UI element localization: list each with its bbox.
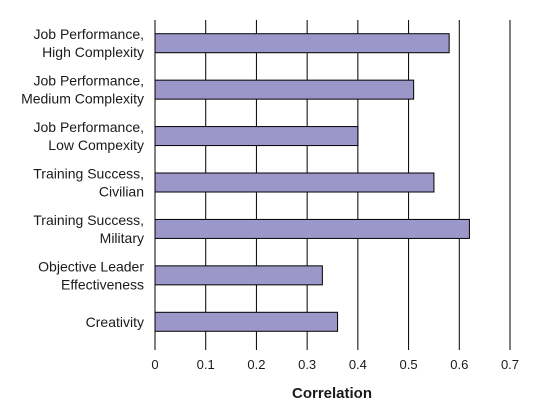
x-tick-label: 0.4 — [349, 357, 367, 372]
bar — [154, 172, 435, 193]
x-tick-labels: 0 0.1 0.2 0.3 0.4 0.5 0.6 0.7 — [151, 345, 519, 372]
x-tick-label: 0.5 — [400, 357, 418, 372]
x-tick-label: 0.1 — [197, 357, 215, 372]
category-label: Objective Leader Effectiveness — [38, 258, 144, 292]
category-label: Job Performance, Medium Complexity — [21, 73, 144, 107]
bars — [154, 33, 470, 332]
bar — [154, 126, 359, 147]
x-tick-label: 0.2 — [247, 357, 265, 372]
bar — [154, 33, 450, 54]
category-label: Training Success, Military — [33, 212, 144, 246]
bar — [154, 311, 339, 332]
category-label: Job Performance, Low Compexity — [34, 119, 145, 153]
bar — [154, 218, 470, 239]
x-tick-label: 0.6 — [450, 357, 468, 372]
x-tick-label: 0 — [151, 357, 158, 372]
x-axis-title: Correlation — [292, 385, 372, 402]
x-tick-label: 0.7 — [501, 357, 519, 372]
x-tick-label: 0.3 — [298, 357, 316, 372]
category-label: Training Success, Civilian — [33, 166, 144, 200]
category-label: Creativity — [86, 314, 144, 330]
bar — [154, 265, 323, 286]
bar — [154, 79, 415, 100]
category-labels: Job Performance, High Complexity Job Perfo… — [21, 26, 144, 330]
category-label: Job Performance, High Complexity — [34, 26, 145, 60]
